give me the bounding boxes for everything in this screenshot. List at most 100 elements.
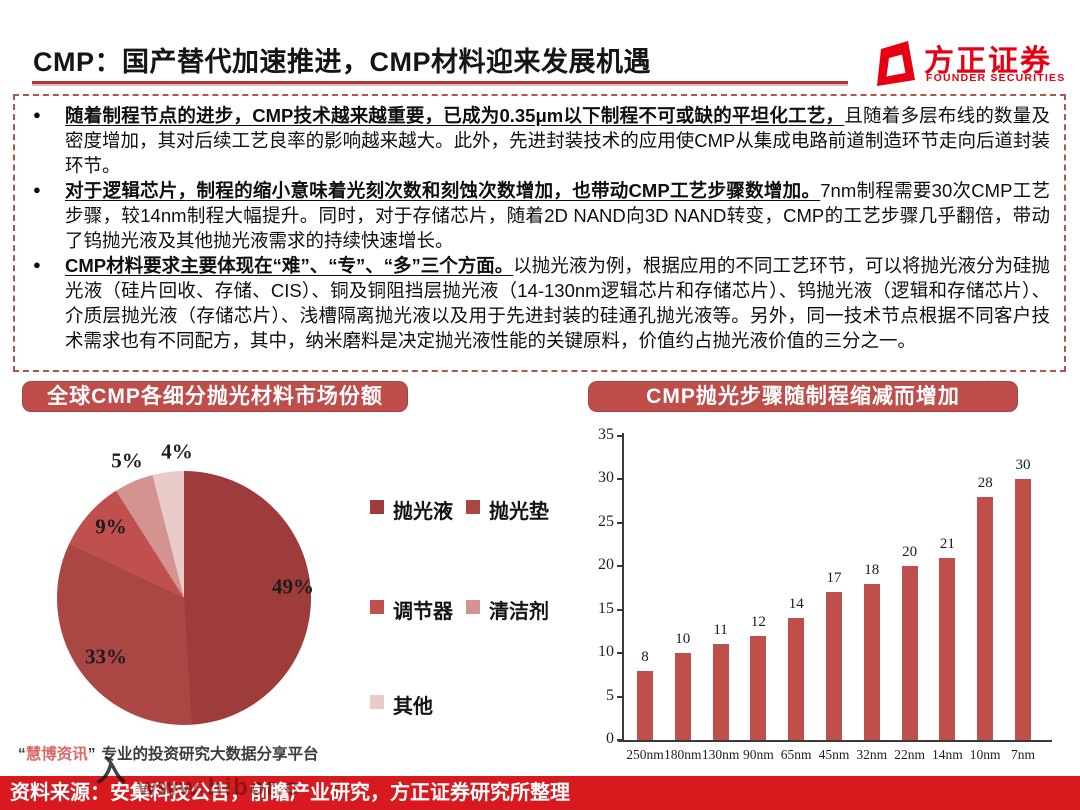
x-category-label: 130nm <box>701 747 740 762</box>
bar <box>1015 479 1031 740</box>
y-tick-mark <box>617 478 622 481</box>
legend-item: 调节器 <box>370 595 453 624</box>
hibor-open-quote: “ <box>18 746 26 763</box>
founder-logo-icon <box>877 41 915 86</box>
y-tick-label: 10 <box>598 643 614 661</box>
legend-item: 清洁剂 <box>466 595 549 624</box>
bar-value-label: 10 <box>675 631 691 648</box>
x-category-label: 90nm <box>743 747 774 762</box>
bullet-rest: 7nm制程需要30次CMP工艺步骤，较14nm制程大幅提升。同时，对于存储芯片，… <box>65 180 1050 251</box>
legend-item: 抛光垫 <box>466 495 549 524</box>
bullet-icon: ● <box>33 182 41 197</box>
x-category-label: 45nm <box>818 747 850 762</box>
bullet-item: ● 对于逻辑芯片，制程的缩小意味着光刻次数和刻蚀次数增加，也带动CMP工艺步骤数… <box>27 178 1050 253</box>
hibor-tagline: 专业的投资研究大数据分享平台 <box>101 746 319 763</box>
bullet-lead: 对于逻辑芯片，制程的缩小意味着光刻次数和刻蚀次数增加，也带动CMP工艺步骤数增加… <box>65 180 821 201</box>
legend-swatch <box>370 500 384 514</box>
legend-label: 调节器 <box>393 601 453 623</box>
legend-label: 清洁剂 <box>489 601 549 623</box>
bar <box>939 557 956 740</box>
y-tick-mark <box>617 695 622 698</box>
bullet-lead: 随着制程节点的进步，CMP技术越来越重要，已成为0.35μm以下制程不可或缺的平… <box>65 105 845 126</box>
x-category-label: 65nm <box>780 747 812 762</box>
y-tick-label: 5 <box>606 686 614 704</box>
summary-box: ● 随着制程节点的进步，CMP技术越来越重要，已成为0.35μm以下制程不可或缺… <box>13 94 1066 372</box>
bar-value-label: 17 <box>826 570 842 587</box>
pie-data-label: 33% <box>85 644 127 669</box>
x-category-label: 250nm <box>626 747 664 762</box>
bar-value-label: 11 <box>713 622 728 639</box>
pie-data-label: 5% <box>111 448 143 473</box>
bullet-text: 随着制程节点的进步，CMP技术越来越重要，已成为0.35μm以下制程不可或缺的平… <box>65 103 1050 178</box>
title-underline <box>32 81 848 84</box>
bar <box>750 635 767 740</box>
bullet-item: ● 随着制程节点的进步，CMP技术越来越重要，已成为0.35μm以下制程不可或缺… <box>27 103 1050 178</box>
footer-band <box>0 776 1080 810</box>
watermark-url-overlay: www.hibor.c <box>138 774 301 801</box>
y-tick-label: 20 <box>598 556 614 574</box>
y-axis-line <box>622 433 624 742</box>
bar <box>788 618 805 740</box>
bar-value-label: 21 <box>939 535 955 552</box>
y-tick-label: 30 <box>598 469 614 487</box>
bullet-lead: CMP材料要求主要体现在“难”、“专”、“多”三个方面。 <box>65 255 514 276</box>
bar <box>863 583 880 740</box>
legend-label: 其他 <box>393 696 433 718</box>
bar-value-label: 30 <box>1015 457 1031 474</box>
bar <box>712 644 729 740</box>
bar-value-label: 14 <box>788 596 804 613</box>
y-tick-mark <box>617 652 622 655</box>
bar <box>637 670 653 740</box>
bar <box>826 592 842 740</box>
bullet-text: 对于逻辑芯片，制程的缩小意味着光刻次数和刻蚀次数增加，也带动CMP工艺步骤数增加… <box>65 178 1050 253</box>
logo-name-cn: 方正证券 <box>924 45 1052 78</box>
bullet-rest: 以抛光液为例，根据应用的不同工艺环节，可以将抛光液分为硅抛光液（硅片回收、存储、… <box>65 255 1050 351</box>
bullet-rest: 且随着多层布线的数量及密度增加，其对后续工艺良率的影响越来越大。此外，先进封装技… <box>65 105 1050 176</box>
bar-value-label: 20 <box>902 544 918 561</box>
bar-chart: 0 5 10 15 20 25 30 35 8 250nm 10 180nm 11 130nm 12 90nm… <box>560 425 1080 775</box>
x-category-label: 10nm <box>969 747 1001 762</box>
y-tick-label: 35 <box>598 426 614 443</box>
y-tick-mark <box>617 739 622 741</box>
y-tick-mark <box>617 565 622 568</box>
legend-swatch <box>370 600 384 614</box>
bar <box>674 653 691 740</box>
x-category-label: 32nm <box>856 747 888 762</box>
bar-value-label: 12 <box>750 613 766 630</box>
watermark-stray-glyph: 入 <box>96 755 126 788</box>
x-category-label: 180nm <box>664 747 702 762</box>
pie-section-header: 全球CMP各细分抛光材料市场份额 <box>22 381 408 412</box>
hibor-brand: 慧博资讯 <box>25 746 88 763</box>
x-category-label: 7nm <box>1010 747 1035 762</box>
y-tick-mark <box>617 608 622 611</box>
legend-swatch <box>466 500 480 514</box>
pie-chart <box>57 471 311 725</box>
legend-label: 抛光液 <box>393 501 453 523</box>
y-tick-label: 25 <box>598 512 614 530</box>
pie-data-label: 4% <box>161 439 193 464</box>
founder-securities-logo: 方正证券 FOUNDER SECURITIES <box>872 36 1072 88</box>
x-category-label: 22nm <box>894 747 925 762</box>
bullet-text: CMP材料要求主要体现在“难”、“专”、“多”三个方面。以抛光液为例，根据应用的… <box>65 253 1050 353</box>
x-axis-line <box>618 740 1052 742</box>
legend-swatch <box>370 695 384 709</box>
legend-swatch <box>466 600 480 614</box>
bullet-icon: ● <box>33 257 41 272</box>
legend-label: 抛光垫 <box>489 501 549 523</box>
pie-data-label: 9% <box>95 514 127 539</box>
bullet-item: ● CMP材料要求主要体现在“难”、“专”、“多”三个方面。以抛光液为例，根据应… <box>27 253 1050 353</box>
bar <box>977 496 994 740</box>
bar-value-label: 18 <box>864 561 880 578</box>
x-category-label: 14nm <box>932 747 963 762</box>
page-title: CMP：国产替代加速推进，CMP材料迎来发展机遇 <box>33 47 651 77</box>
source-text: 资料来源：安集科技公告，前瞻产业研究，方正证券研究所整理 <box>10 782 570 804</box>
y-tick-mark <box>617 435 622 437</box>
y-tick-label: 0 <box>606 730 614 747</box>
bar-value-label: 8 <box>641 648 649 665</box>
y-tick-label: 15 <box>598 599 614 617</box>
bullet-icon: ● <box>33 107 41 122</box>
y-tick-mark <box>617 521 622 524</box>
logo-name-en: FOUNDER SECURITIES <box>926 72 1066 84</box>
legend-item: 其他 <box>370 690 433 719</box>
